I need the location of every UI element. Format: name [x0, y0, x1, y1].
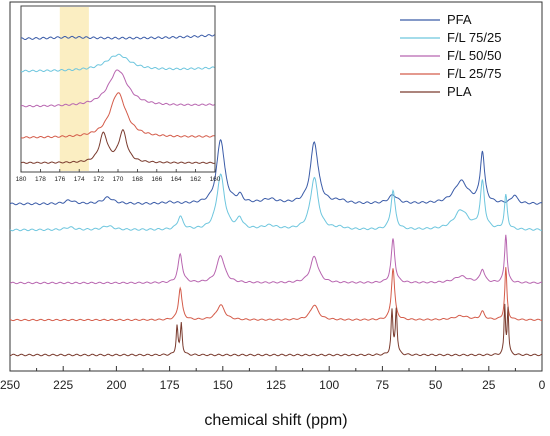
series-line-4 [9, 303, 543, 357]
x-tick-label: 75 [376, 378, 390, 392]
inset-highlight-band [59, 7, 89, 171]
legend-label-1: F/L 75/25 [447, 30, 501, 45]
series-line-0 [9, 138, 543, 206]
x-tick-label: 200 [106, 378, 126, 392]
x-tick-label: 175 [160, 378, 180, 392]
legend-label-0: PFA [447, 12, 472, 27]
inset-x-tick-label: 176 [54, 176, 65, 183]
inset-x-tick-label: 172 [93, 176, 104, 183]
inset-x-tick-label: 166 [151, 176, 162, 183]
inset-series-line-3 [21, 92, 215, 139]
inset-x-tick-label: 178 [35, 176, 46, 183]
inset-x-tick-label: 162 [190, 176, 201, 183]
inset-x-tick-label: 170 [113, 176, 124, 183]
x-tick-label: 250 [0, 378, 20, 392]
main-plot: 250 225 200 175 150 125 100 75 50 25 0 chemical sh… [0, 1, 546, 429]
inset-x-tick-label: 180 [16, 176, 27, 183]
x-tick-label: 50 [429, 378, 443, 392]
x-tick-label: 125 [266, 378, 286, 392]
inset-x-tick-label: 168 [132, 176, 143, 183]
main-series-group [9, 138, 543, 357]
series-line-2 [9, 234, 543, 285]
x-axis-ticks: 250 225 200 175 150 125 100 75 50 25 0 [0, 366, 546, 392]
inset-series-group [21, 34, 215, 164]
inset-series-line-4 [21, 129, 215, 164]
inset-x-tick-label: 160 [210, 176, 221, 183]
legend-label-4: PLA [447, 84, 472, 99]
inset-background [20, 5, 216, 173]
legend: PFA F/L 75/25 F/L 50/50 F/L 25/75 PLA [400, 12, 501, 99]
inset-series-line-0 [21, 34, 215, 40]
inset-series-line-2 [21, 69, 215, 108]
series-line-1 [9, 173, 543, 232]
inset-plot: 180 178 176 174 172 170 168 166 164 162 160 [16, 5, 221, 183]
legend-label-2: F/L 50/50 [447, 48, 501, 63]
inset-series-line-1 [21, 53, 215, 73]
x-axis-label: chemical shift (ppm) [204, 412, 347, 429]
x-tick-label: 25 [482, 378, 496, 392]
x-tick-label: 225 [53, 378, 73, 392]
x-tick-label: 150 [213, 378, 233, 392]
series-line-3 [9, 267, 543, 322]
x-tick-label: 0 [539, 378, 546, 392]
x-tick-label: 100 [319, 378, 339, 392]
inset-x-axis-ticks: 180 178 176 174 172 170 168 166 164 162 160 [16, 169, 221, 183]
inset-x-tick-label: 174 [74, 176, 85, 183]
legend-label-3: F/L 25/75 [447, 66, 501, 81]
inset-x-tick-label: 164 [171, 176, 182, 183]
